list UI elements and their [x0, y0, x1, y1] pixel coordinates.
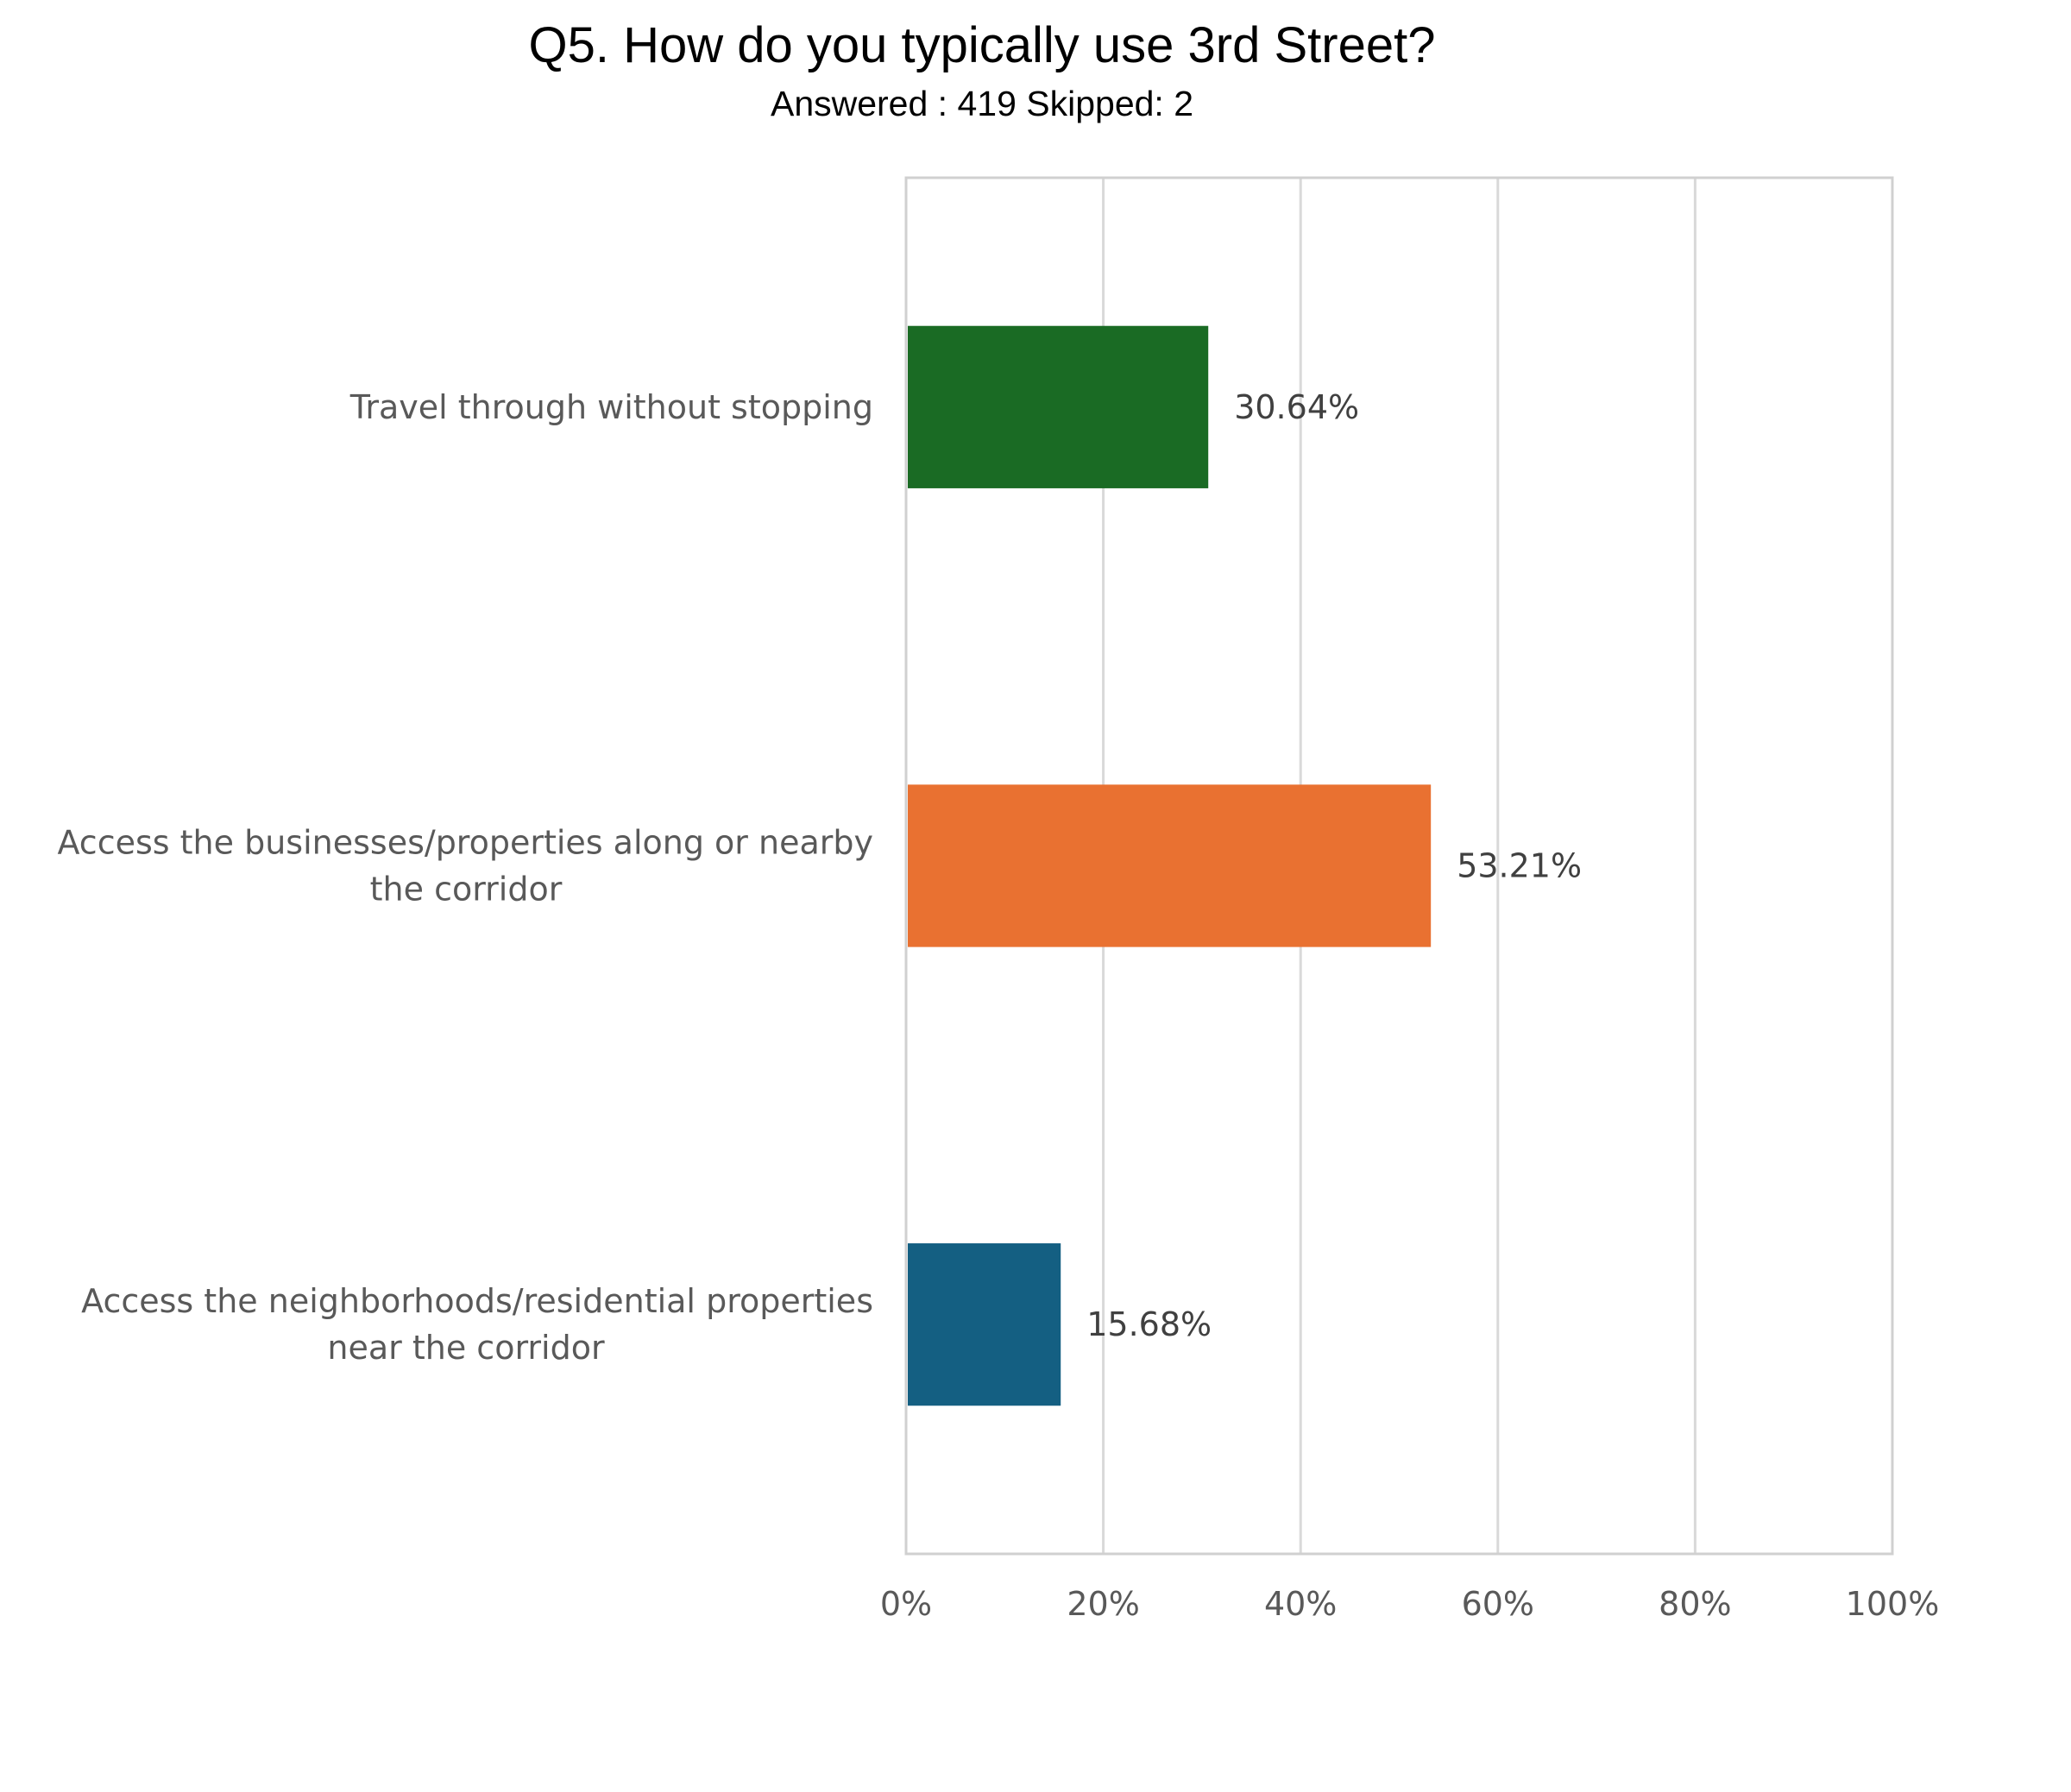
x-tick-label: 40%	[1264, 1585, 1337, 1623]
bar-1	[908, 325, 1209, 488]
category-label-3-line-1: Access the neighborhoods/residential pro…	[81, 1282, 873, 1320]
category-labels: Travel through without stopping Access th…	[57, 388, 873, 1367]
bars-group: 30.64% 53.21% 15.68%	[908, 325, 1582, 1406]
bar-2	[908, 784, 1432, 947]
plot-area-frame	[904, 176, 1894, 1556]
data-label-1: 30.64%	[1234, 388, 1359, 426]
x-tick-label: 0%	[880, 1585, 932, 1623]
data-label-3: 15.68%	[1086, 1305, 1212, 1343]
x-tick-label: 20%	[1067, 1585, 1139, 1623]
x-tick-label: 60%	[1462, 1585, 1534, 1623]
category-label-2-line-1: Access the businesses/properties along o…	[57, 824, 873, 862]
category-label-2-line-2: the corridor	[370, 871, 563, 909]
x-tick-label: 80%	[1659, 1585, 1731, 1623]
chart-subtitle: Answered : 419 Skipped: 2	[771, 84, 1193, 123]
bar-3	[908, 1243, 1061, 1406]
category-label-3-line-2: near the corridor	[327, 1329, 605, 1367]
data-label-2: 53.21%	[1457, 847, 1582, 885]
x-tick-label: 100%	[1846, 1585, 1940, 1623]
chart-title: Q5. How do you typically use 3rd Street?	[529, 17, 1436, 73]
category-label-1: Travel through without stopping	[349, 388, 873, 426]
x-axis-ticks: 0% 20% 40% 60% 80% 100%	[880, 1585, 1939, 1623]
